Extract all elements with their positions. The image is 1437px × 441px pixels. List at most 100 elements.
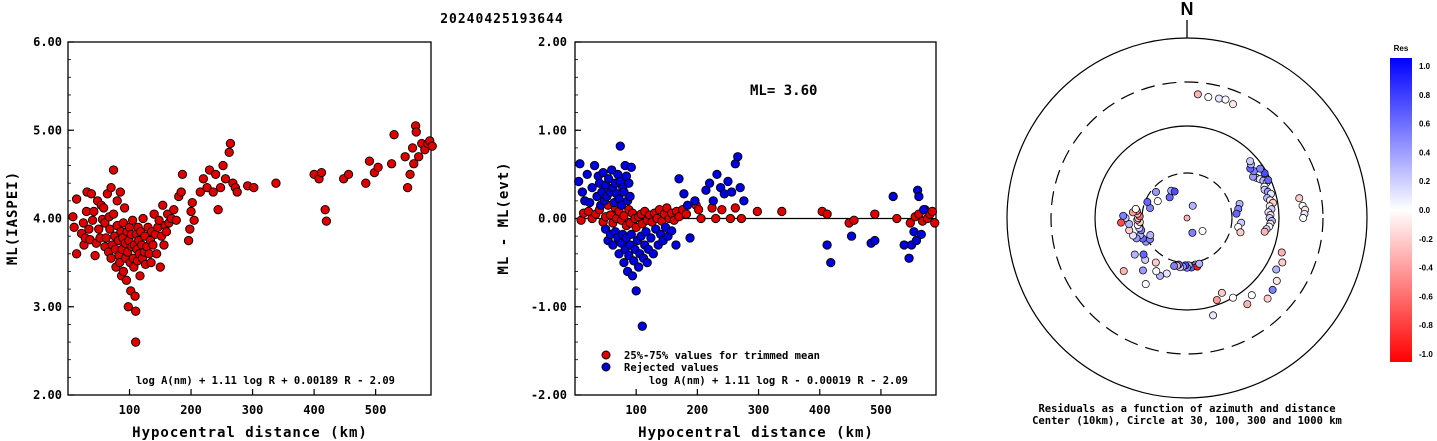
residual-point	[1153, 197, 1162, 206]
data-point	[69, 222, 79, 232]
data-point	[752, 206, 762, 217]
residual-point	[1232, 209, 1241, 218]
colorbar-tick-label: 0.8	[1419, 91, 1431, 100]
residual-point	[1188, 228, 1197, 237]
residual-point	[1117, 218, 1125, 227]
data-point	[777, 206, 787, 217]
data-point	[679, 189, 689, 199]
data-point	[389, 130, 399, 140]
data-point	[220, 174, 231, 184]
polar-caption-line2: Center (10km), Circle at 30, 100, 300 an…	[1032, 415, 1342, 427]
data-point	[667, 226, 677, 236]
residual-point	[1151, 258, 1160, 267]
data-point	[407, 143, 418, 153]
data-point	[108, 209, 119, 219]
legend-label-rejected: Rejected values	[624, 362, 719, 374]
data-point	[405, 169, 415, 180]
residual-point	[1139, 250, 1148, 259]
data-point	[671, 240, 681, 250]
x-tick-label: 400	[303, 403, 325, 417]
ring-300km	[1050, 81, 1324, 355]
data-point	[725, 213, 736, 224]
residual-point	[1236, 228, 1245, 237]
data-point	[169, 205, 179, 215]
residual-point	[1212, 296, 1221, 304]
residual-point	[1215, 94, 1223, 103]
x-tick-label: 400	[809, 403, 831, 417]
data-point	[693, 205, 704, 215]
data-point	[151, 249, 162, 259]
colorbar-tick-label: -1.0	[1419, 350, 1433, 359]
x-tick-label: 100	[119, 403, 141, 417]
y-tick-label: -1.00	[531, 300, 567, 314]
data-point	[119, 203, 130, 213]
y-tick-label: 3.00	[33, 300, 62, 314]
residual-point	[1195, 259, 1204, 268]
data-point	[373, 162, 383, 172]
data-point	[582, 169, 592, 180]
data-point	[138, 213, 148, 224]
data-point	[316, 167, 327, 178]
middle-y-axis-label: ML - ML(evt)	[496, 161, 512, 274]
residual-point	[1125, 220, 1134, 229]
x-tick-label: 300	[748, 403, 770, 417]
data-point	[633, 262, 644, 272]
left-y-axis-label: ML(IASPEI)	[5, 171, 21, 265]
data-point	[577, 187, 587, 197]
y-tick-label: 5.00	[33, 123, 62, 137]
data-point	[892, 213, 902, 224]
residual-point	[1247, 291, 1256, 300]
residual-point	[1229, 100, 1237, 109]
data-point	[121, 275, 132, 285]
north-label: N	[1181, 0, 1194, 19]
data-point	[364, 156, 375, 166]
residual-point	[1256, 164, 1265, 173]
data-point	[604, 174, 614, 184]
polar-caption-line1: Residuals as a function of azimuth and d…	[1038, 403, 1335, 415]
data-point	[914, 191, 924, 202]
residual-point	[1295, 194, 1304, 203]
data-point	[106, 182, 116, 193]
data-point	[916, 229, 926, 240]
data-point	[637, 321, 647, 331]
data-point	[411, 127, 421, 137]
data-point	[904, 253, 914, 263]
residual-colorbar: Res 1.0 0.8 0.6 0.4 0.2 0.0 -0.2 -0.4 -0.6 -0.8 -1…	[1390, 44, 1433, 362]
data-point	[186, 206, 196, 217]
data-point	[682, 200, 693, 210]
y-tick-label: -2.00	[531, 388, 567, 402]
data-point	[149, 209, 159, 219]
residual-point	[1119, 267, 1128, 276]
data-point	[187, 197, 197, 208]
data-point	[321, 216, 332, 226]
residual-point	[1139, 266, 1147, 275]
data-point	[730, 203, 740, 213]
residual-point	[1130, 250, 1139, 259]
data-point	[726, 187, 737, 197]
data-point	[409, 159, 419, 169]
data-point	[90, 250, 100, 261]
data-point	[84, 224, 94, 234]
data-point	[598, 167, 608, 178]
data-point	[249, 182, 259, 193]
residual-point	[1165, 193, 1174, 202]
polar-panel: N Residuals as a function of azimuth and…	[1006, 0, 1368, 427]
data-point	[846, 231, 857, 241]
colorbar-gradient	[1390, 58, 1412, 362]
data-point	[89, 206, 99, 217]
data-point	[585, 197, 595, 208]
y-tick-label: 4.00	[33, 212, 62, 226]
residual-point	[1221, 95, 1230, 104]
residual-point	[1170, 262, 1179, 270]
data-point	[888, 191, 898, 202]
x-tick-label: 200	[180, 403, 202, 417]
data-point	[648, 249, 658, 259]
data-point	[696, 213, 706, 224]
data-point	[94, 224, 104, 234]
data-point	[155, 262, 165, 272]
data-point	[627, 271, 638, 281]
data-point	[71, 249, 82, 259]
data-point	[118, 266, 129, 277]
data-point	[736, 213, 747, 224]
data-point	[118, 218, 129, 228]
